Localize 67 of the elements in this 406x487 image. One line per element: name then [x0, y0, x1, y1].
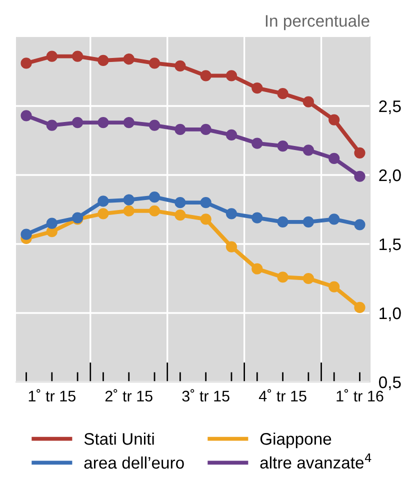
point	[174, 124, 186, 136]
y-tick-label: 2,0	[379, 169, 401, 184]
point	[328, 114, 340, 126]
point	[72, 50, 84, 62]
point	[20, 58, 32, 69]
point	[354, 219, 366, 230]
point	[123, 117, 134, 128]
point	[328, 281, 340, 292]
point	[252, 212, 263, 224]
point	[148, 58, 160, 69]
point	[252, 138, 263, 149]
point	[123, 205, 134, 216]
point	[328, 214, 340, 225]
point	[98, 54, 109, 66]
point	[354, 147, 366, 158]
point	[174, 209, 186, 221]
point	[226, 70, 238, 82]
point	[277, 140, 288, 152]
point	[200, 124, 212, 136]
x-tick-label: 2˚ tr 15	[105, 389, 152, 402]
point	[174, 60, 186, 72]
y-tick-label: 2,5	[379, 100, 401, 114]
point	[20, 228, 32, 240]
point	[46, 50, 58, 62]
point	[123, 54, 134, 65]
point	[200, 197, 212, 208]
point	[148, 205, 160, 216]
point	[302, 272, 314, 284]
point	[226, 241, 238, 252]
point	[302, 144, 314, 156]
point	[226, 208, 238, 220]
point	[148, 120, 160, 131]
point	[20, 110, 32, 122]
point	[277, 88, 288, 100]
legend-label: area dell’euro	[84, 456, 184, 469]
point	[98, 196, 109, 207]
legend-label: Giappone	[260, 432, 332, 448]
point	[46, 218, 58, 229]
point	[328, 152, 340, 164]
point	[200, 214, 212, 225]
x-tick-label: 1˚ tr 16	[336, 389, 384, 402]
point	[277, 216, 288, 228]
point	[354, 302, 366, 314]
text: In percentuale	[266, 14, 370, 30]
y-tick-label: 1,0	[380, 307, 401, 322]
x-tick-label: 3˚ tr 15	[182, 389, 230, 402]
point	[123, 194, 134, 206]
point	[148, 192, 160, 203]
point	[252, 82, 263, 94]
y-tick-label: 0,5	[378, 376, 401, 390]
legend-label: Stati Uniti	[84, 432, 154, 445]
point	[354, 170, 366, 182]
y-tick-label: 1,5	[380, 238, 401, 252]
x-tick-label: 4˚ tr 15	[258, 389, 306, 402]
point	[252, 263, 263, 274]
point	[174, 197, 186, 208]
x-tick-label: 1˚ tr 15	[28, 389, 76, 402]
point	[46, 120, 58, 131]
point	[72, 117, 84, 128]
point	[226, 129, 238, 141]
point	[302, 216, 314, 228]
point	[98, 117, 109, 128]
point	[302, 96, 314, 108]
point	[98, 208, 109, 220]
legend-label: altre avanzate$^{4}$	[260, 454, 372, 469]
point	[200, 70, 212, 82]
point	[277, 272, 288, 283]
